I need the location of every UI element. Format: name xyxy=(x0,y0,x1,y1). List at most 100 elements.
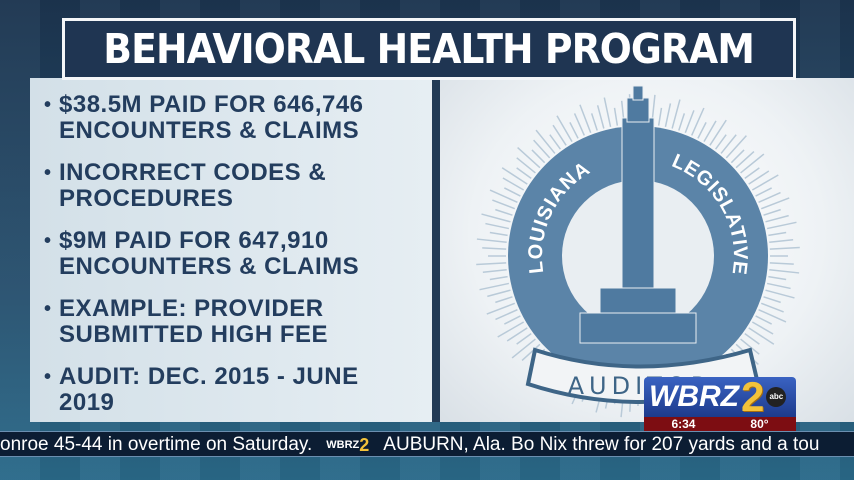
sun-ray xyxy=(657,107,663,126)
sun-ray xyxy=(751,174,779,191)
sun-ray xyxy=(740,338,760,355)
sun-ray xyxy=(485,222,510,230)
sun-ray xyxy=(664,103,672,128)
sun-ray xyxy=(495,208,513,216)
sun-ray xyxy=(552,124,567,146)
sun-ray xyxy=(533,139,551,159)
sun-ray xyxy=(760,302,784,313)
sun-ray xyxy=(765,214,789,223)
bullet-line: ENCOUNTERS & CLAIMS xyxy=(59,117,360,144)
sun-ray xyxy=(495,309,518,321)
bullet-line: EXAMPLE: PROVIDER xyxy=(59,295,324,322)
sun-ray xyxy=(744,167,760,180)
sun-ray xyxy=(569,122,579,139)
sun-ray xyxy=(760,197,790,210)
sun-ray xyxy=(549,134,562,150)
sun-ray xyxy=(766,221,797,230)
sun-ray xyxy=(678,113,686,131)
ticker-station-logo: WBRZ2 xyxy=(326,432,369,456)
bullet-line: AUDIT: DEC. 2015 - JUNE xyxy=(59,363,359,390)
sun-ray xyxy=(744,332,760,345)
sun-ray xyxy=(769,269,800,274)
sun-ray xyxy=(697,122,707,139)
sun-ray xyxy=(517,147,541,169)
sun-ray xyxy=(479,282,510,291)
sun-ray xyxy=(511,338,536,359)
bullet-panel xyxy=(30,78,432,422)
sun-ray xyxy=(476,262,507,266)
sun-ray xyxy=(769,238,794,243)
sun-ray xyxy=(489,275,508,281)
headline-text: BEHAVIORAL HEALTH PROGRAM xyxy=(103,25,756,73)
bullet-dot-icon: • xyxy=(44,298,52,320)
bullet-item: • $38.5M PAID FOR 646,746 ENCOUNTERS & CLA… xyxy=(44,92,428,144)
sun-ray xyxy=(521,343,541,361)
bullet-line: INCORRECT CODES & xyxy=(59,159,327,186)
sun-ray xyxy=(768,231,787,237)
news-ticker: onroe 45-44 in overtime on Saturday. WBRZ… xyxy=(0,431,854,457)
capitol-building-icon xyxy=(579,85,697,344)
sun-ray xyxy=(556,115,573,143)
ticker-text: onroe 45-44 in overtime on Saturday. xyxy=(0,434,313,455)
logo-background: WBRZ 2 abc xyxy=(644,376,796,418)
sun-ray xyxy=(516,167,532,180)
legislative-auditor-seal: LOUISIANA LEGISLATIVE AUDITOR xyxy=(476,85,800,418)
sun-ray xyxy=(516,332,532,345)
sun-ray xyxy=(709,119,727,146)
bullet-list: • $38.5M PAID FOR 646,746 ENCOUNTERS & CLA… xyxy=(44,92,428,432)
bullet-line: 2019 xyxy=(59,389,115,416)
current-temperature: 80° xyxy=(750,417,769,431)
sun-ray xyxy=(497,321,525,338)
sun-ray xyxy=(486,302,516,315)
sun-ray xyxy=(766,282,791,290)
sun-ray xyxy=(758,309,787,323)
time-temp-bar: 6:34 80° xyxy=(644,417,796,431)
bullet-item: • INCORRECT CODES & PROCEDURES xyxy=(44,160,428,212)
sun-ray xyxy=(579,104,592,134)
sun-ray xyxy=(502,177,525,191)
sun-ray xyxy=(691,107,705,136)
sun-ray xyxy=(769,246,800,250)
sun-ray xyxy=(730,149,745,164)
sun-ray xyxy=(725,135,747,159)
bullet-item: • EXAMPLE: PROVIDER SUBMITTED HIGH FEE xyxy=(44,296,428,348)
sun-ray xyxy=(769,262,794,265)
bullet-dot-icon: • xyxy=(44,230,52,252)
sun-ray xyxy=(720,134,737,154)
sun-ray xyxy=(476,238,507,243)
sun-ray xyxy=(684,110,695,134)
sun-ray xyxy=(506,327,528,342)
sun-ray xyxy=(590,113,598,131)
sun-ray xyxy=(763,296,781,304)
sun-ray xyxy=(740,153,765,174)
sun-ray xyxy=(504,315,521,325)
sun-ray xyxy=(755,187,772,197)
sun-ray xyxy=(482,247,507,250)
sun-ray xyxy=(755,315,772,325)
sun-ray xyxy=(758,191,781,203)
sun-ray xyxy=(671,99,681,129)
sun-ray xyxy=(714,134,727,150)
sun-ray xyxy=(596,105,605,129)
sun-ray xyxy=(765,289,795,299)
bullet-dot-icon: • xyxy=(44,94,52,116)
ticker-text: AUBURN, Ala. Bo Nix threw for 207 yards … xyxy=(383,434,820,455)
sun-ray xyxy=(489,231,508,237)
sun-ray xyxy=(501,167,528,185)
sun-ray xyxy=(535,129,556,154)
station-call-letters: WBRZ xyxy=(649,380,739,413)
abc-network-icon: abc xyxy=(766,387,787,407)
sun-ray xyxy=(735,151,755,169)
sun-ray xyxy=(487,289,511,298)
headline-title: BEHAVIORAL HEALTH PROGRAM xyxy=(62,18,796,80)
current-time: 6:34 xyxy=(671,417,696,431)
sun-ray xyxy=(748,170,770,185)
sun-ray xyxy=(603,97,612,128)
bullet-line: $38.5M PAID FOR 646,746 xyxy=(59,91,364,118)
sun-ray xyxy=(516,157,536,174)
sun-ray xyxy=(573,113,585,136)
bullet-dot-icon: • xyxy=(44,162,52,184)
sun-ray xyxy=(531,149,546,164)
sun-ray xyxy=(504,187,521,197)
bullet-dot-icon: • xyxy=(44,366,52,388)
